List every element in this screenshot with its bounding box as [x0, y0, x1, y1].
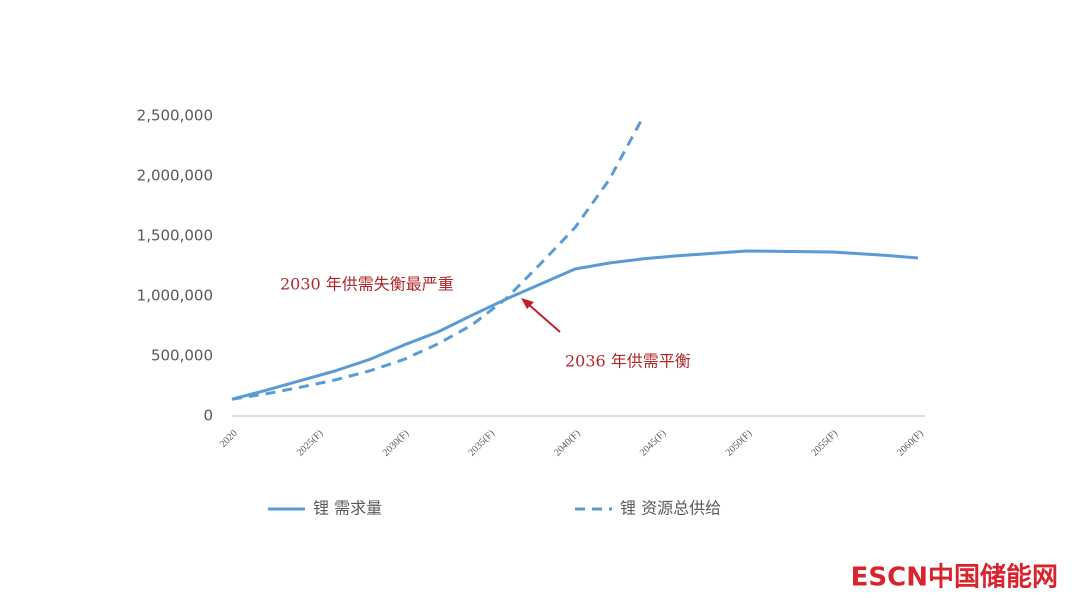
x-tick-label: 2030(F) [381, 428, 412, 459]
x-tick-label: 2040(F) [552, 428, 583, 459]
x-tick-label: 2035(F) [466, 428, 497, 459]
arrow-head [521, 298, 534, 309]
annotation: 2030 年供需失衡最严重 [280, 275, 454, 294]
arrow [526, 302, 561, 333]
data-line [231, 115, 645, 401]
x-tick-label: 2020 [218, 428, 240, 450]
legend-label: 锂 资源总供给 [620, 499, 721, 518]
y-tick-label: 2,500,000 [137, 107, 213, 125]
y-tick-label: 500,000 [151, 347, 213, 365]
x-tick-label: 2025(F) [295, 428, 326, 459]
x-tick-label: 2055(F) [809, 428, 840, 459]
annotation: 2036 年供需平衡 [565, 352, 691, 371]
x-tick-label: 2060(F) [895, 428, 926, 459]
y-tick-label: 0 [203, 407, 213, 425]
x-tick-label: 2045(F) [638, 428, 669, 459]
x-tick-label: 2050(F) [724, 428, 755, 459]
y-tick-label: 2,000,000 [137, 167, 213, 185]
watermark: ESCN中国储能网 [851, 562, 1058, 593]
y-tick-label: 1,500,000 [137, 227, 213, 245]
legend-label: 锂 需求量 [313, 499, 382, 518]
y-tick-label: 1,000,000 [137, 287, 213, 305]
data-line [231, 249, 919, 401]
